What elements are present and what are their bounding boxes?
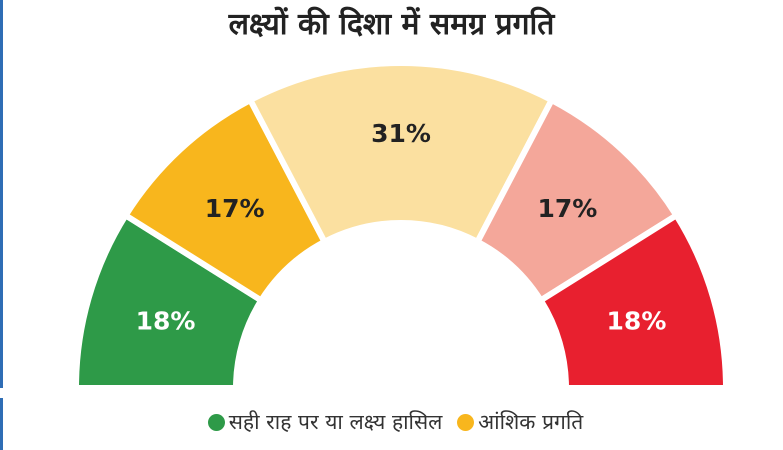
chart-title: लक्ष्यों की दिशा में समग्र प्रगति bbox=[228, 7, 555, 42]
segment-label-3: 17% bbox=[537, 194, 597, 223]
legend-label-on-track: सही राह पर या लक्ष्य हासिल bbox=[228, 410, 443, 434]
donut-segment-4 bbox=[536, 211, 730, 391]
legend: सही राह पर या लक्ष्य हासिल आंशिक प्रगति bbox=[0, 408, 783, 436]
legend-label-partial: आंशिक प्रगति bbox=[478, 410, 584, 434]
left-border bbox=[0, 0, 3, 450]
legend-dot-green bbox=[207, 414, 225, 431]
segment-label-2: 31% bbox=[371, 119, 431, 148]
baseline-mask bbox=[0, 388, 783, 398]
segment-label-1: 17% bbox=[205, 194, 265, 223]
legend-dot-yellow bbox=[457, 414, 475, 431]
segment-label-4: 18% bbox=[607, 306, 667, 335]
segment-label-0: 18% bbox=[136, 306, 196, 335]
donut-segment-2 bbox=[246, 60, 556, 246]
